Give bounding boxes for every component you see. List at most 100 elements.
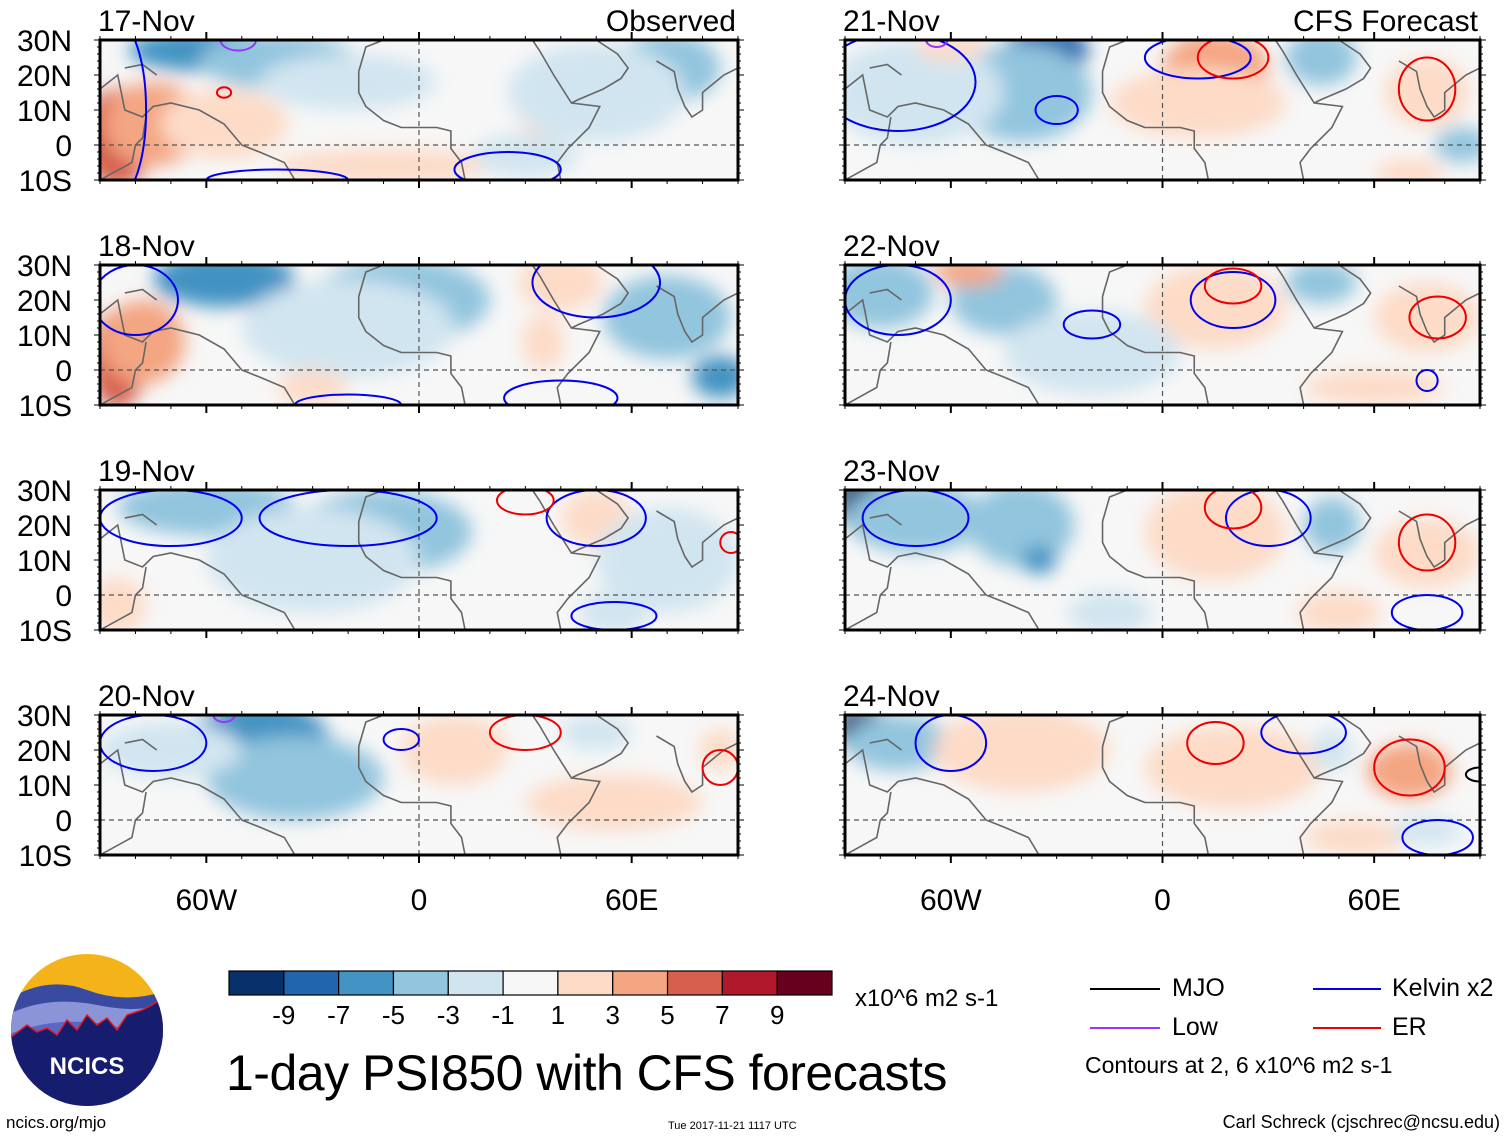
contour-kelvin: [531, 265, 662, 319]
anomaly-blob: [1374, 282, 1480, 353]
legend-line-mjo: [1090, 988, 1160, 990]
anomaly-blob: [845, 490, 987, 553]
coastline: [845, 791, 892, 855]
coastline: [571, 715, 630, 779]
colorbar-tick-label: 3: [605, 1000, 620, 1030]
contour-kelvin: [914, 715, 988, 772]
map-panel-21-nov: 21-Nov CFS Forecast: [839, 5, 1486, 188]
anomaly-blob: [596, 507, 738, 613]
contour-kelvin: [205, 168, 350, 180]
colorbar-tick-label: -7: [327, 1000, 351, 1030]
panel-date: 24-Nov: [843, 680, 940, 713]
panel-date: 20-Nov: [98, 680, 195, 713]
coastline: [100, 523, 296, 630]
ncics-logo: NCICS: [11, 954, 163, 1106]
coastline: [869, 738, 902, 751]
colorbar-tick-label: 1: [550, 1000, 566, 1030]
lat-tick-label: 30N: [17, 25, 72, 58]
lat-tick-label: 10N: [17, 95, 72, 128]
coastline: [845, 73, 1040, 180]
anomaly-blob: [1303, 370, 1445, 405]
colorbar-tick-label: 7: [715, 1000, 730, 1030]
lat-tick-label: 20N: [17, 60, 72, 93]
coastline: [1101, 296, 1210, 405]
lat-tick-label: 0: [55, 355, 72, 388]
panel-date: 21-Nov: [843, 5, 940, 38]
coastline: [1101, 521, 1210, 630]
anomaly-blob: [206, 736, 384, 820]
anomaly-blob: [277, 370, 349, 405]
lat-tick-label: 10S: [19, 840, 72, 873]
contour-kelvin: [382, 728, 420, 751]
lon-tick-label: 60W: [175, 884, 237, 917]
coastline: [124, 288, 158, 301]
contour-kelvin: [1415, 369, 1439, 392]
lon-tick-label: 60E: [605, 884, 658, 917]
colorbar-swatch: [392, 970, 449, 996]
anomaly-blob: [578, 591, 650, 630]
coastline: [1274, 490, 1344, 630]
anomaly-blob: [845, 40, 1004, 145]
coastline: [1313, 40, 1372, 104]
coastline: [357, 715, 384, 747]
coastline: [571, 265, 630, 329]
coastline: [1398, 735, 1480, 794]
contour-er: [1186, 721, 1245, 765]
colorbar-tick-label: -1: [491, 1000, 515, 1030]
contour-kelvin: [1390, 594, 1464, 630]
anomaly-blob: [1374, 159, 1445, 180]
coastline: [357, 746, 466, 855]
anomaly-blob: [100, 722, 242, 778]
lat-tick-label: 0: [55, 580, 72, 613]
contour-er: [1408, 295, 1467, 340]
contour-kelvin: [861, 490, 970, 547]
site-link[interactable]: ncics.org/mjo: [6, 1113, 107, 1132]
coastline: [656, 60, 738, 119]
anomaly-blob: [1285, 265, 1357, 304]
panel-date: 23-Nov: [843, 455, 940, 488]
contour-kelvin: [545, 490, 647, 547]
lat-tick-label: 30N: [17, 700, 72, 733]
coastline: [124, 513, 158, 526]
lon-tick-label: 60E: [1347, 884, 1400, 917]
contour-er: [1196, 40, 1270, 80]
contour-low: [219, 40, 257, 52]
contour-mjo: [1464, 766, 1480, 783]
contour-kelvin: [100, 490, 243, 547]
coastline: [1313, 715, 1372, 779]
coastline: [656, 285, 738, 344]
lat-tick-label: 20N: [17, 510, 72, 543]
map-panel-22-nov: 22-Nov: [839, 230, 1486, 413]
legend-label-low: Low: [1172, 1013, 1218, 1041]
lon-tick-label: 0: [411, 884, 428, 917]
coastline: [1101, 265, 1128, 297]
contour-er: [1203, 267, 1263, 305]
anomaly-blob: [603, 275, 731, 360]
contour-er: [719, 531, 738, 554]
contour-low: [212, 715, 236, 723]
contour-kelvin: [100, 40, 148, 180]
lon-tick-label: 0: [1154, 884, 1171, 917]
contour-er: [1397, 56, 1457, 122]
lat-tick-label: 0: [55, 805, 72, 838]
coastline: [1274, 265, 1344, 405]
legend-label-mjo: MJO: [1172, 974, 1225, 1002]
lat-tick-label: 10N: [17, 545, 72, 578]
contour-kelvin: [293, 393, 403, 405]
colorbar-swatch: [776, 970, 833, 996]
colorbar-tick-label: -5: [381, 1000, 406, 1030]
colorbar-swatch: [612, 970, 669, 996]
lon-tick-label: 60W: [920, 884, 982, 917]
coastline: [869, 288, 902, 301]
coastline: [357, 296, 466, 405]
coastline: [357, 265, 384, 297]
coastline: [124, 738, 158, 751]
coastline: [869, 63, 902, 76]
contour-er: [1203, 490, 1263, 530]
contour-low: [925, 40, 949, 48]
legend-label-kelvin: Kelvin x2: [1392, 974, 1494, 1002]
lat-tick-label: 20N: [17, 735, 72, 768]
column-label: Observed: [606, 5, 736, 38]
